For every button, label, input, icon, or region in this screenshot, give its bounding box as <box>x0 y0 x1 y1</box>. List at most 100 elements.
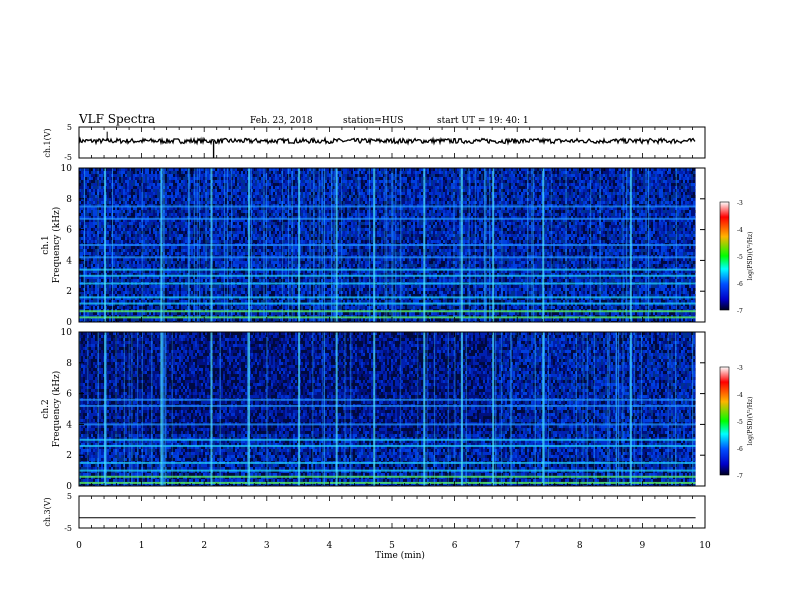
spectral-band <box>79 438 696 441</box>
cbar2-tick: -6 <box>737 446 743 453</box>
sferic-burst <box>492 332 495 486</box>
no-data-region <box>695 168 705 322</box>
station-label: station=HUS <box>343 116 403 126</box>
spectral-band <box>79 274 696 277</box>
sferic-burst <box>423 168 426 322</box>
x-tick-label: 6 <box>452 541 458 551</box>
sferic-burst <box>248 168 251 322</box>
x-tick-label: 5 <box>389 541 395 551</box>
cbar2-label: log(PSD)(V²/Hz) <box>747 397 754 446</box>
spectral-band <box>79 404 696 407</box>
figure-title: VLF Spectra <box>78 112 155 126</box>
ch1-ytick-bottom: -5 <box>64 153 72 162</box>
x-axis-ticks <box>78 127 706 528</box>
spectral-band <box>79 244 696 246</box>
x-tick-label: 7 <box>514 541 520 551</box>
ch1-ytick-top: 5 <box>67 123 72 132</box>
cbar1-tick: -7 <box>737 308 743 315</box>
sferic-burst <box>210 332 213 486</box>
start-time-label: start UT = 19: 40: 1 <box>437 116 529 126</box>
ch2-channel-label: ch.2 <box>41 399 51 418</box>
sferic-burst <box>629 168 632 322</box>
sferic-burst <box>542 168 545 322</box>
y-tick-label: 8 <box>66 359 72 369</box>
cbar1-tick: -4 <box>737 227 743 234</box>
x-tick-label: 3 <box>264 541 270 551</box>
sferic-burst <box>492 168 495 322</box>
spectral-band <box>79 268 696 271</box>
cbar2-tick: -5 <box>737 419 743 426</box>
cbar2-tick: -7 <box>737 473 743 480</box>
cbar2-tick: -3 <box>737 365 743 372</box>
sferic-burst <box>423 332 426 486</box>
sferic-burst <box>160 168 163 322</box>
x-axis-labels: 0 1 2 3 4 5 6 7 8 9 10 Time (min) <box>76 541 711 561</box>
ch3-ytick-top: 5 <box>67 492 72 501</box>
sferic-burst <box>160 332 163 486</box>
spectral-band <box>79 469 696 472</box>
x-tick-label: 8 <box>577 541 583 551</box>
sferic-burst <box>248 332 251 486</box>
sferic-burst <box>373 168 376 322</box>
cbar1-tick: -5 <box>737 254 743 261</box>
sferic-burst <box>629 332 632 486</box>
spectral-band <box>79 205 696 208</box>
sferic-burst <box>335 168 338 322</box>
sferic-burst <box>298 168 301 322</box>
y-tick-label: 4 <box>66 420 72 430</box>
x-tick-label: 9 <box>640 541 646 551</box>
x-tick-label: 4 <box>327 541 333 551</box>
spectral-band <box>79 398 696 401</box>
spectral-band <box>79 316 696 319</box>
ch3-ylabel: ch.3(V) <box>43 497 52 526</box>
colorbar-ch1: -3 -4 -5 -6 -7 log(PSD)(V²/Hz) <box>719 200 754 315</box>
x-axis-title: Time (min) <box>375 550 425 561</box>
spectral-band <box>79 475 696 478</box>
x-tick-label: 2 <box>201 541 207 551</box>
y-tick-label: 2 <box>66 287 72 297</box>
sferic-burst <box>460 168 463 322</box>
spectral-band <box>79 444 696 447</box>
sferic-burst <box>298 332 301 486</box>
spectral-band <box>79 461 696 464</box>
y-tick-label: 0 <box>66 482 72 492</box>
no-data-region <box>695 332 705 486</box>
cbar1-tick: -3 <box>737 200 743 207</box>
y-tick-label: 2 <box>66 451 72 461</box>
date-label: Feb. 23, 2018 <box>250 116 313 126</box>
x-tick-label: 0 <box>76 541 82 551</box>
ch1-channel-label: ch.1 <box>41 235 51 254</box>
ch1-frequency-label: Frequency (kHz) <box>51 207 62 284</box>
spectral-band <box>79 282 696 285</box>
ch1-waveform-panel: 5 -5 ch.1(V) <box>43 123 706 162</box>
y-tick-label: 0 <box>66 318 72 328</box>
sferic-burst <box>210 168 213 322</box>
sferic-burst <box>460 332 463 486</box>
y-tick-label: 4 <box>66 256 72 266</box>
spectral-band <box>79 423 696 426</box>
spectral-band <box>79 217 696 220</box>
spectral-band <box>79 296 696 299</box>
y-tick-label: 10 <box>61 164 73 174</box>
spectral-band <box>79 310 696 313</box>
ch2-frequency-label: Frequency (kHz) <box>51 371 62 448</box>
ch3-ytick-bottom: -5 <box>64 524 72 533</box>
sferic-burst <box>335 332 338 486</box>
y-tick-label: 6 <box>66 390 72 400</box>
cbar1-label: log(PSD)(V²/Hz) <box>747 232 754 281</box>
spectral-band <box>79 302 696 305</box>
sferic-burst <box>373 332 376 486</box>
x-tick-label: 10 <box>699 541 711 551</box>
y-tick-label: 8 <box>66 195 72 205</box>
ch3-waveform-panel: 5 -5 ch.3(V) <box>43 492 706 533</box>
sferic-burst <box>104 168 107 322</box>
y-tick-label: 6 <box>66 226 72 236</box>
cbar1-tick: -6 <box>737 281 743 288</box>
spectral-band <box>79 481 696 484</box>
ch1-spectrogram-panel: 0 2 4 6 8 10 ch.1 Frequency (kHz) <box>41 164 706 328</box>
ch2-spectrogram-panel: 0 2 4 6 8 10 ch.2 Frequency (kHz) <box>41 328 706 492</box>
ch1-ylabel: ch.1(V) <box>43 128 52 157</box>
x-tick-label: 1 <box>139 541 145 551</box>
spectral-band <box>79 256 696 259</box>
